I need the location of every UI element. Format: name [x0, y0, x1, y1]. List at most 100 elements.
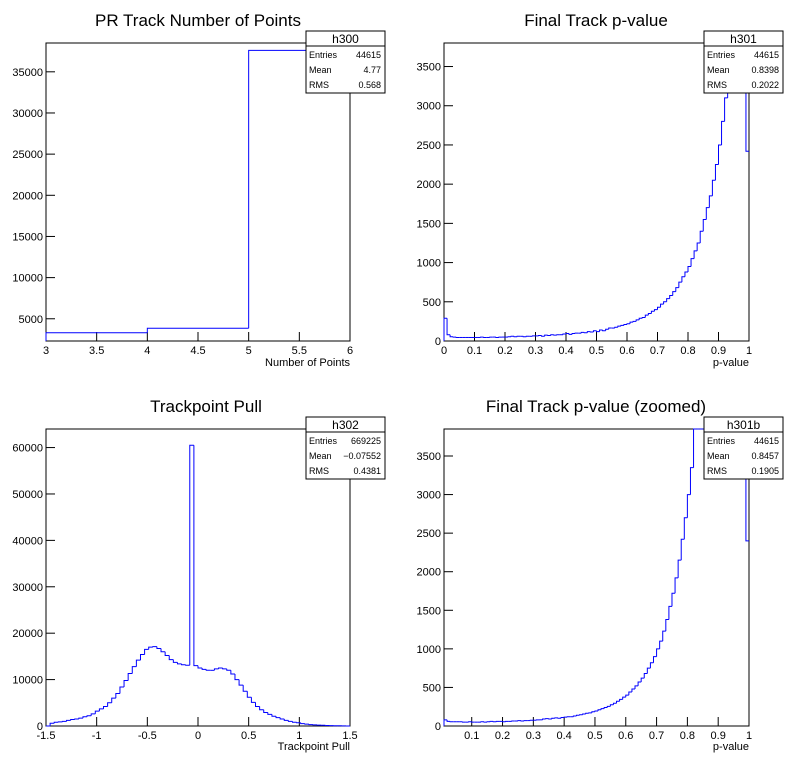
histogram-bin — [271, 714, 277, 717]
histogram-bin — [708, 195, 713, 208]
y-tick-label: 25000 — [12, 149, 43, 161]
histogram-bin — [656, 648, 660, 657]
histogram-bin — [690, 258, 695, 267]
x-axis-label: Number of Points — [265, 357, 350, 369]
stats-value-mean: 0.8457 — [751, 451, 779, 461]
stats-value-entries: 44615 — [754, 436, 779, 446]
histogram-bin — [687, 266, 692, 272]
histogram-bin — [657, 306, 661, 310]
histogram-bin — [705, 207, 710, 220]
histogram-bin — [628, 691, 632, 696]
histogram-bin — [103, 706, 108, 709]
histogram-bin — [263, 709, 268, 714]
histogram-bin — [86, 715, 92, 717]
histogram-bin — [602, 330, 606, 332]
y-tick-label: 0 — [37, 721, 43, 733]
y-tick-label: 3500 — [417, 62, 441, 74]
stats-label-entries: Entries — [707, 436, 736, 446]
stats-box: h301b Entries 44615 Mean 0.8457 RMS 0.19… — [703, 416, 784, 480]
histogram-bin — [131, 666, 137, 674]
histogram-bin — [148, 646, 153, 650]
histogram-bin — [586, 331, 591, 333]
histogram-bin — [250, 697, 256, 703]
histogram-bin — [699, 230, 704, 243]
histogram-bin — [638, 317, 643, 320]
histogram-bin — [696, 242, 701, 251]
x-tick-label: 0.3 — [528, 345, 543, 357]
stats-box: h301 Entries 44615 Mean 0.8398 RMS 0.202… — [703, 30, 784, 94]
x-tick-label: 6 — [347, 345, 353, 357]
histogram-bin — [197, 665, 203, 669]
y-tick-label: 30000 — [12, 108, 43, 120]
y-tick-label: 20000 — [12, 628, 43, 640]
histogram-bin — [702, 218, 707, 232]
histogram-bin — [541, 335, 545, 337]
histogram-bin — [189, 444, 194, 666]
histogram-bin — [596, 330, 600, 333]
x-tick-label: 0.8 — [680, 345, 695, 357]
histogram-bin — [591, 711, 595, 713]
x-tick-label: 1 — [296, 730, 302, 742]
x-tick-label: 0.6 — [618, 730, 633, 742]
y-tick-label: 5000 — [19, 314, 43, 326]
histogram-bin — [446, 318, 451, 336]
histogram-bin — [259, 706, 264, 711]
histogram-bin — [45, 332, 148, 341]
panel-final-track-pvalue: Final Track p-value 0 500 1000 1500 2000 2500… — [417, 11, 784, 369]
histogram-bin — [226, 668, 231, 671]
x-tick-label: 0.7 — [650, 345, 665, 357]
histogram-bin — [662, 630, 666, 642]
histogram-bin — [637, 681, 642, 686]
histogram-bin — [160, 648, 166, 653]
histogram-bin — [714, 164, 719, 181]
histogram-bin — [663, 301, 667, 305]
stats-hist-name: h301b — [727, 418, 761, 432]
x-tick-label: 0.4 — [557, 730, 572, 742]
x-tick-label: 0.6 — [619, 345, 634, 357]
histogram-bin — [443, 317, 448, 341]
stats-hist-name: h301 — [730, 32, 757, 46]
histogram-bin — [693, 250, 698, 259]
x-tick-label: 0 — [441, 345, 447, 357]
histogram-bin — [647, 313, 652, 316]
x-axis-label: Trackpoint Pull — [278, 741, 350, 753]
histogram-bin — [669, 295, 673, 299]
histogram-bin — [629, 321, 634, 324]
y-tick-label: 10000 — [12, 273, 43, 285]
histogram-bin — [242, 685, 248, 692]
x-axis-label: p-value — [713, 357, 749, 369]
histogram-bin — [205, 669, 211, 671]
histogram-bin — [575, 714, 580, 716]
histogram-bin — [300, 722, 305, 725]
x-tick-label: 3 — [43, 345, 49, 357]
y-tick-label: 500 — [423, 297, 441, 309]
histogram-bin — [66, 719, 71, 722]
histogram-bin — [550, 334, 554, 336]
x-tick-label: 0.4 — [558, 345, 573, 357]
x-tick-label: 0 — [195, 730, 201, 742]
histogram-bin — [201, 667, 207, 670]
histogram-bin — [616, 700, 620, 704]
y-tick-label: 500 — [423, 682, 441, 694]
histogram-bin — [622, 696, 626, 700]
histogram-bin — [127, 673, 133, 681]
y-tick-label: 2000 — [417, 567, 441, 579]
histogram-bin — [193, 445, 198, 667]
y-tick-label: 3000 — [417, 490, 441, 502]
stats-value-entries: 669225 — [351, 436, 381, 446]
x-tick-label: 1 — [746, 345, 752, 357]
histogram-bin — [572, 715, 577, 717]
histogram-bin — [608, 327, 612, 330]
histogram-bin — [267, 712, 272, 715]
histogram-bin — [585, 712, 589, 715]
histogram-bin — [659, 640, 663, 649]
histogram-bin — [641, 316, 646, 319]
histogram-bin — [98, 708, 104, 712]
y-tick-label: 3500 — [417, 451, 441, 463]
stats-label-rms: RMS — [309, 80, 329, 90]
x-tick-label: 0.9 — [711, 730, 726, 742]
histogram-bin — [70, 719, 75, 721]
histogram-bin — [551, 717, 555, 720]
histogram-bin — [90, 713, 96, 716]
